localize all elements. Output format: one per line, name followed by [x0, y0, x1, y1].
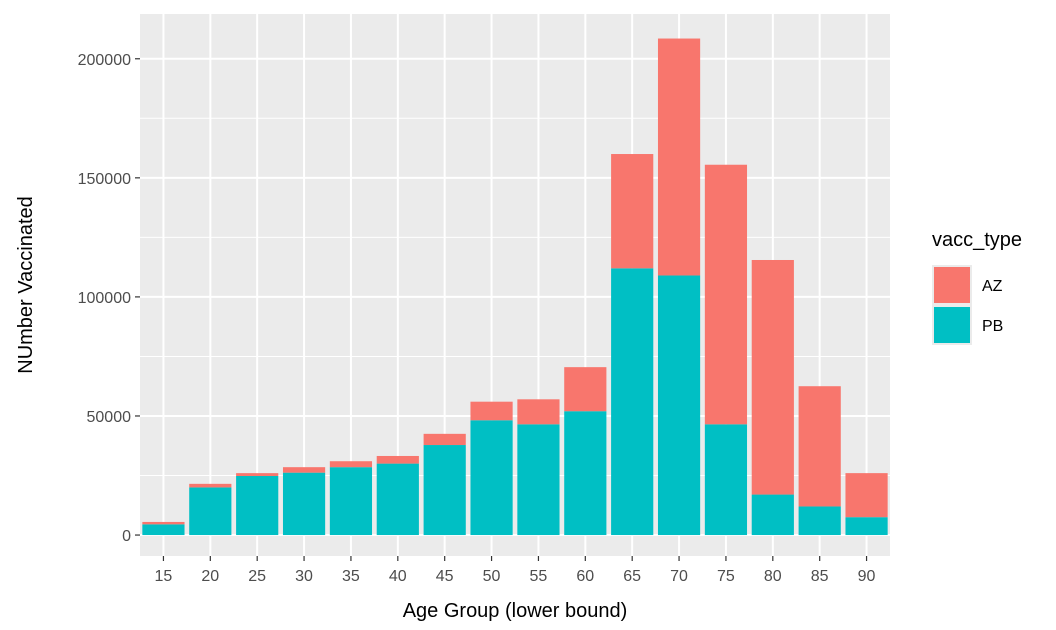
bar-pb [704, 424, 748, 536]
bar-pb [423, 445, 466, 536]
x-axis-title: Age Group (lower bound) [403, 600, 628, 622]
y-tick-label: 100000 [78, 290, 131, 307]
bar-az [236, 473, 279, 476]
x-tick-label: 75 [717, 568, 735, 585]
bar-pb [189, 487, 232, 536]
x-tick-label: 25 [248, 568, 266, 585]
bar-pb [611, 268, 654, 536]
legend-swatch-az [934, 267, 970, 303]
bar-az [142, 521, 185, 525]
bar-pb [376, 463, 419, 536]
y-tick-label: 150000 [78, 171, 131, 188]
bar-az [376, 455, 419, 464]
bar-az [329, 461, 373, 468]
legend-swatch-pb [934, 307, 970, 343]
bar-pb [282, 472, 326, 536]
bar-pb [142, 524, 185, 536]
bar-pb [657, 275, 701, 536]
x-axis: 15 20 25 30 35 40 45 50 55 60 65 70 75 80 85 90 [155, 556, 876, 585]
x-tick-label: 80 [764, 568, 782, 585]
legend-label-pb: PB [982, 318, 1003, 335]
bar-az [657, 38, 701, 276]
bar-pb [845, 517, 888, 536]
y-tick-label: 0 [122, 528, 131, 545]
bar-pb [517, 424, 560, 536]
x-tick-label: 85 [811, 568, 829, 585]
bar-az [282, 467, 326, 473]
bar-pb [798, 506, 841, 536]
bar-pb [329, 467, 373, 536]
y-axis-title: NUmber Vaccinated [15, 196, 37, 373]
x-tick-label: 45 [436, 568, 454, 585]
legend: vacc_type AZ PB [932, 229, 1022, 345]
bar-pb [751, 494, 794, 536]
legend-label-az: AZ [982, 278, 1003, 295]
x-tick-label: 20 [201, 568, 219, 585]
x-tick-label: 70 [670, 568, 688, 585]
x-tick-label: 65 [623, 568, 641, 585]
bar-az [564, 367, 607, 412]
x-tick-label: 40 [389, 568, 407, 585]
y-tick-label: 200000 [78, 52, 131, 69]
x-tick-label: 55 [530, 568, 548, 585]
bar-az [611, 154, 654, 269]
x-tick-label: 30 [295, 568, 313, 585]
y-axis: 0 50000 100000 150000 200000 [78, 52, 140, 545]
legend-items: AZ PB [932, 265, 1003, 345]
x-tick-label: 50 [483, 568, 501, 585]
bar-az [517, 399, 560, 425]
x-tick-label: 15 [155, 568, 173, 585]
bar-az [189, 483, 232, 488]
bar-az [423, 433, 466, 446]
x-tick-label: 35 [342, 568, 360, 585]
x-tick-label: 90 [858, 568, 876, 585]
bar-az [470, 401, 513, 421]
y-tick-label: 50000 [87, 409, 132, 426]
bar-az [751, 259, 794, 495]
legend-title: vacc_type [932, 229, 1022, 251]
bar-az [845, 473, 888, 518]
bar-pb [470, 420, 513, 536]
x-tick-label: 60 [576, 568, 594, 585]
bar-pb [236, 475, 279, 536]
bars [142, 38, 888, 536]
bar-az [704, 164, 748, 425]
bar-az [798, 386, 841, 507]
bar-pb [564, 411, 607, 536]
